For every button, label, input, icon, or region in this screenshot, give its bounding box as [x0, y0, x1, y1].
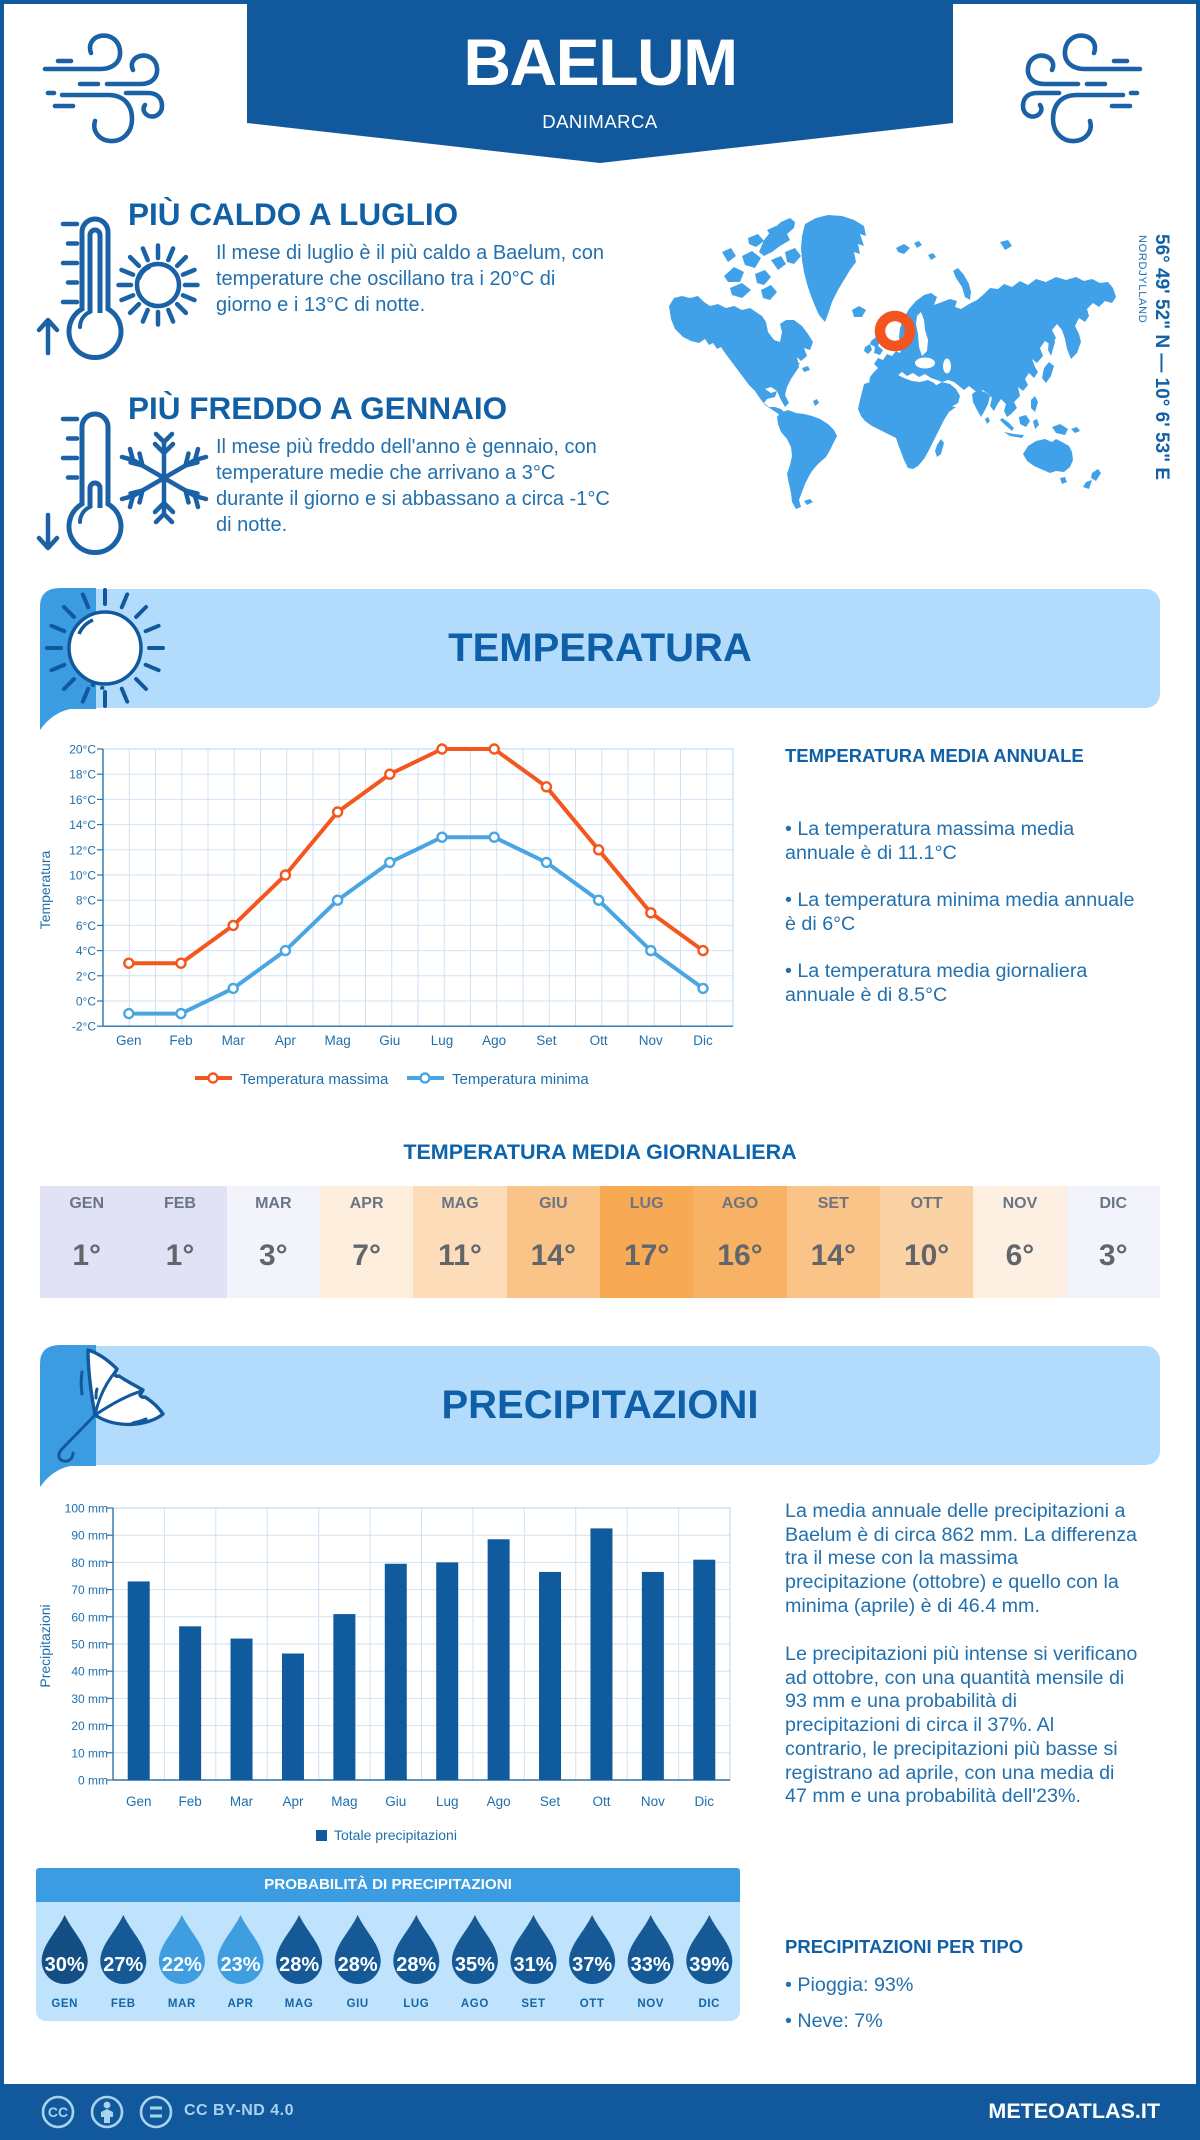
svg-text:4°C: 4°C: [76, 944, 96, 958]
svg-text:Temperatura: Temperatura: [37, 850, 53, 929]
svg-text:GIU: GIU: [347, 1998, 369, 2010]
svg-text:70 mm: 70 mm: [71, 1583, 108, 1597]
svg-text:28%: 28%: [396, 1954, 436, 1976]
svg-text:Ago: Ago: [487, 1794, 511, 1809]
svg-text:2°C: 2°C: [76, 969, 96, 983]
svg-text:0°C: 0°C: [76, 995, 96, 1009]
svg-text:Feb: Feb: [178, 1794, 201, 1809]
svg-text:NOV: NOV: [637, 1998, 664, 2010]
svg-text:39%: 39%: [689, 1954, 729, 1976]
svg-text:Nov: Nov: [639, 1033, 663, 1048]
svg-text:Dic: Dic: [693, 1033, 713, 1048]
svg-text:8°C: 8°C: [76, 894, 96, 908]
svg-text:6°C: 6°C: [76, 919, 96, 933]
svg-text:Temperatura minima: Temperatura minima: [452, 1071, 589, 1088]
svg-text:31%: 31%: [513, 1954, 553, 1976]
svg-text:30%: 30%: [45, 1954, 85, 1976]
svg-text:30 mm: 30 mm: [71, 1692, 108, 1706]
svg-text:Mag: Mag: [324, 1033, 350, 1048]
svg-text:Mag: Mag: [331, 1794, 357, 1809]
svg-text:Ago: Ago: [482, 1033, 506, 1048]
svg-text:Temperatura massima: Temperatura massima: [240, 1071, 389, 1088]
svg-text:28%: 28%: [338, 1954, 378, 1976]
svg-text:Nov: Nov: [641, 1794, 665, 1809]
svg-text:AGO: AGO: [461, 1998, 489, 2010]
svg-text:Set: Set: [540, 1794, 561, 1809]
svg-text:Precipitazioni: Precipitazioni: [37, 1604, 53, 1687]
svg-text:80 mm: 80 mm: [71, 1556, 108, 1570]
svg-text:90 mm: 90 mm: [71, 1529, 108, 1543]
svg-text:MAR: MAR: [168, 1998, 196, 2010]
svg-text:Lug: Lug: [431, 1033, 454, 1048]
svg-text:0 mm: 0 mm: [78, 1774, 108, 1788]
svg-text:14°C: 14°C: [69, 818, 96, 832]
svg-text:DIC: DIC: [698, 1998, 720, 2010]
svg-text:20°C: 20°C: [69, 743, 96, 757]
svg-text:SET: SET: [521, 1998, 545, 2010]
svg-text:Giu: Giu: [385, 1794, 406, 1809]
svg-text:Ott: Ott: [592, 1794, 610, 1809]
svg-text:Gen: Gen: [126, 1794, 152, 1809]
svg-text:16°C: 16°C: [69, 793, 96, 807]
svg-text:Giu: Giu: [379, 1033, 400, 1048]
svg-text:APR: APR: [227, 1998, 253, 2010]
svg-text:23%: 23%: [220, 1954, 260, 1976]
svg-text:LUG: LUG: [403, 1998, 429, 2010]
svg-text:33%: 33%: [631, 1954, 671, 1976]
svg-text:20 mm: 20 mm: [71, 1719, 108, 1733]
svg-text:Ott: Ott: [590, 1033, 608, 1048]
svg-text:CC: CC: [48, 2104, 68, 2120]
svg-text:35%: 35%: [455, 1954, 495, 1976]
svg-text:Mar: Mar: [222, 1033, 246, 1048]
svg-text:GEN: GEN: [51, 1998, 78, 2010]
svg-text:100 mm: 100 mm: [65, 1502, 108, 1516]
svg-text:40 mm: 40 mm: [71, 1665, 108, 1679]
svg-text:10°C: 10°C: [69, 869, 96, 883]
svg-text:FEB: FEB: [111, 1998, 136, 2010]
svg-text:Totale precipitazioni: Totale precipitazioni: [334, 1827, 457, 1843]
svg-text:18°C: 18°C: [69, 768, 96, 782]
svg-text:37%: 37%: [572, 1954, 612, 1976]
svg-text:-2°C: -2°C: [72, 1020, 96, 1034]
svg-text:60 mm: 60 mm: [71, 1610, 108, 1624]
svg-text:Feb: Feb: [169, 1033, 192, 1048]
svg-text:OTT: OTT: [580, 1998, 605, 2010]
svg-text:Apr: Apr: [275, 1033, 297, 1048]
svg-text:MAG: MAG: [285, 1998, 314, 2010]
svg-text:Gen: Gen: [116, 1033, 142, 1048]
svg-text:Set: Set: [536, 1033, 557, 1048]
svg-text:10 mm: 10 mm: [71, 1746, 108, 1760]
svg-text:Dic: Dic: [695, 1794, 715, 1809]
svg-text:27%: 27%: [103, 1954, 143, 1976]
svg-text:50 mm: 50 mm: [71, 1638, 108, 1652]
svg-text:12°C: 12°C: [69, 843, 96, 857]
svg-text:22%: 22%: [162, 1954, 202, 1976]
svg-text:Lug: Lug: [436, 1794, 459, 1809]
svg-text:28%: 28%: [279, 1954, 319, 1976]
svg-text:Apr: Apr: [282, 1794, 304, 1809]
svg-text:Mar: Mar: [230, 1794, 254, 1809]
